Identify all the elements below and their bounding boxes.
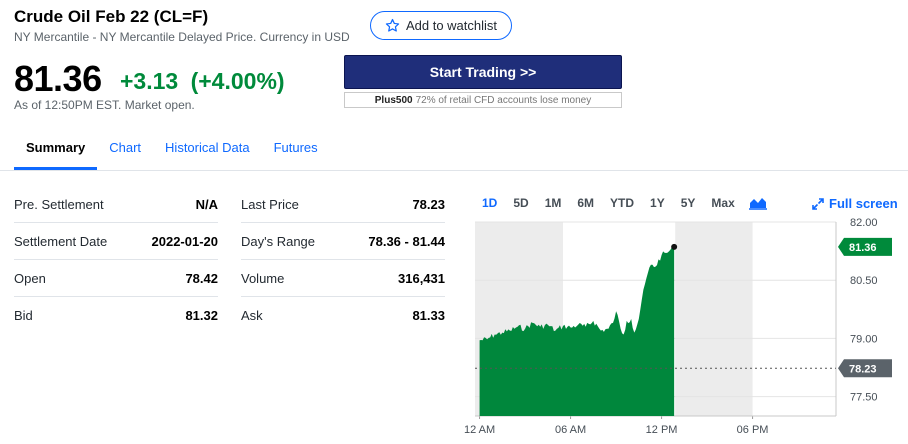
table-row: Pre. Settlement N/A	[14, 186, 218, 223]
x-tick-label: 06 PM	[737, 424, 769, 436]
change-value: +3.13	[120, 68, 179, 94]
range-1y[interactable]: 1Y	[650, 196, 665, 210]
mountain-chart-icon[interactable]	[748, 196, 767, 210]
ad-disclaimer-text: 72% of retail CFD accounts lose money	[415, 94, 592, 106]
price-change: +3.13 (+4.00%)	[120, 68, 285, 95]
table-row: Open 78.42	[14, 260, 218, 297]
tab-futures[interactable]: Futures	[273, 140, 318, 155]
table-row: Settlement Date 2022-01-20	[14, 223, 218, 260]
expand-icon	[812, 197, 824, 210]
range-1d[interactable]: 1D	[482, 196, 498, 210]
x-tick-label: 12 AM	[464, 424, 495, 436]
row-label: Volume	[241, 270, 285, 286]
current-price-tag: 81.36	[838, 237, 892, 256]
row-value: 81.32	[185, 307, 218, 323]
range-6m[interactable]: 6M	[577, 196, 595, 210]
prev-close-label: 78.23	[849, 363, 877, 375]
y-tick-label: 82.00	[850, 217, 878, 229]
full-screen-button[interactable]: Full screen	[812, 196, 898, 211]
y-tick-label: 77.50	[850, 392, 878, 404]
start-trading-button[interactable]: Start Trading >>	[344, 55, 622, 89]
row-value: 2022-01-20	[151, 233, 219, 249]
row-value: 78.23	[412, 196, 445, 212]
market-status: As of 12:50PM EST. Market open.	[14, 98, 195, 112]
table-row: Day's Range 78.36 - 81.44	[241, 223, 445, 260]
row-label: Bid	[14, 307, 33, 323]
quote-tabs: Summary Chart Historical Data Futures	[14, 130, 330, 170]
y-tick-label: 79.00	[850, 333, 878, 345]
star-icon	[385, 18, 400, 32]
tab-historical-data[interactable]: Historical Data	[165, 140, 250, 155]
summary-table-left: Pre. Settlement N/A Settlement Date 2022…	[14, 186, 218, 333]
row-value: 78.42	[185, 270, 218, 286]
row-value: 81.33	[412, 307, 445, 323]
change-percent: (+4.00%)	[190, 68, 285, 94]
add-to-watchlist-button[interactable]: Add to watchlist	[370, 11, 512, 40]
tab-chart[interactable]: Chart	[109, 140, 142, 155]
price-area-series	[479, 245, 675, 416]
row-label: Open	[14, 270, 46, 286]
table-row: Volume 316,431	[241, 260, 445, 297]
tab-summary[interactable]: Summary	[14, 130, 98, 170]
tabs-divider	[0, 170, 908, 171]
range-5y[interactable]: 5Y	[680, 196, 696, 210]
range-ytd[interactable]: YTD	[610, 196, 635, 210]
table-row: Bid 81.32	[14, 297, 218, 333]
row-label: Last Price	[241, 196, 299, 212]
full-screen-label: Full screen	[829, 196, 898, 211]
page-title: Crude Oil Feb 22 (CL=F)	[14, 7, 209, 26]
exchange-info: NY Mercantile - NY Mercantile Delayed Pr…	[14, 30, 350, 44]
row-label: Day's Range	[241, 233, 316, 249]
x-tick-label: 06 AM	[555, 424, 586, 436]
watchlist-label: Add to watchlist	[405, 18, 498, 33]
prev-close-tag: 78.23	[838, 359, 892, 378]
y-tick-label: 80.50	[850, 275, 878, 287]
range-max[interactable]: Max	[711, 196, 735, 210]
row-value: 78.36 - 81.44	[368, 233, 445, 249]
range-selector: 1D 5D 1M 6M YTD 1Y 5Y Max	[474, 196, 767, 210]
row-label: Settlement Date	[14, 233, 108, 249]
x-tick-label: 12 PM	[646, 424, 678, 436]
current-price: 81.36	[14, 58, 102, 99]
row-label: Ask	[241, 307, 263, 323]
last-price-dot	[671, 243, 678, 250]
summary-table-right: Last Price 78.23 Day's Range 78.36 - 81.…	[241, 186, 445, 333]
ad-brand: Plus500	[374, 94, 413, 106]
table-row: Last Price 78.23	[241, 186, 445, 223]
row-value: 316,431	[398, 270, 445, 286]
row-value: N/A	[195, 196, 218, 212]
ad-disclaimer[interactable]: Plus500 72% of retail CFD accounts lose …	[344, 92, 622, 108]
range-1m[interactable]: 1M	[544, 196, 562, 210]
row-label: Pre. Settlement	[14, 196, 104, 212]
off-hours-band	[675, 222, 753, 416]
current-price-label: 81.36	[849, 242, 877, 254]
range-5d[interactable]: 5D	[513, 196, 529, 210]
table-row: Ask 81.33	[241, 297, 445, 333]
